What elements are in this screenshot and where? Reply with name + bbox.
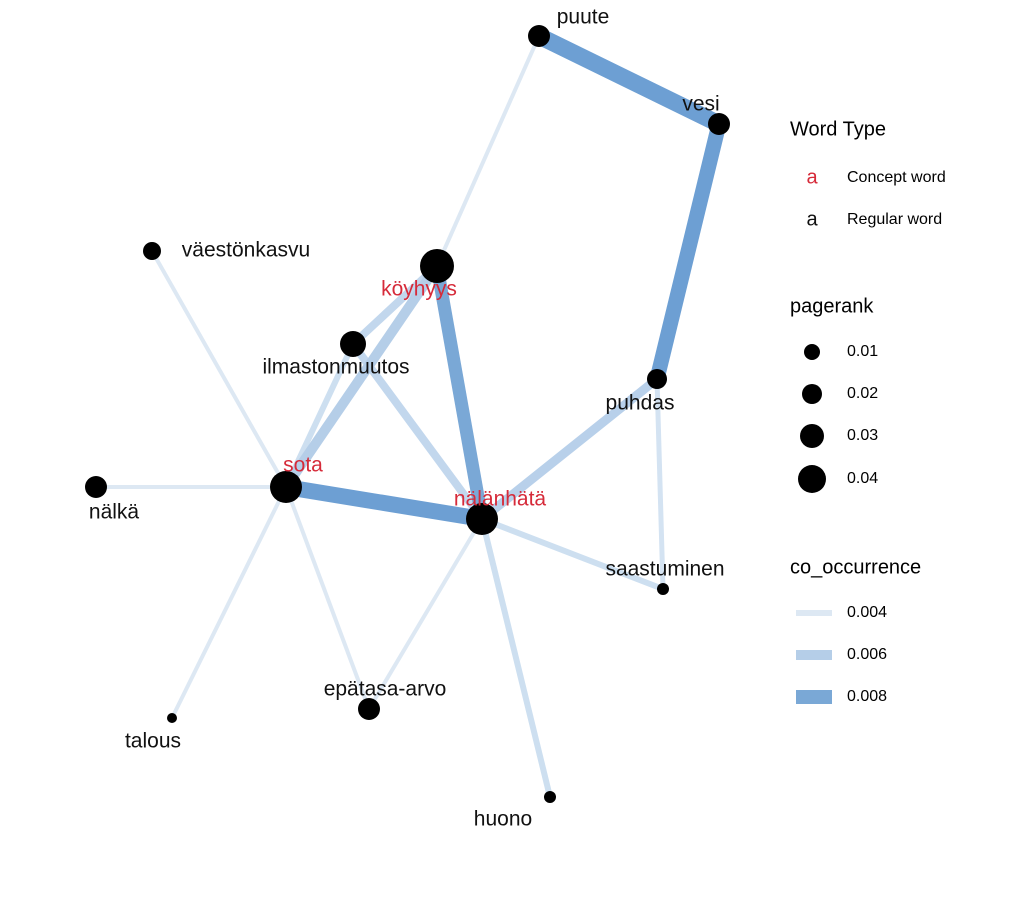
edge (435, 35, 541, 267)
legend-title: co_occurrence (790, 556, 921, 578)
legend-title: pagerank (790, 295, 874, 317)
legend-label: 0.006 (847, 646, 887, 663)
node-label: talous (125, 730, 181, 753)
legend-label: Concept word (847, 169, 946, 186)
edge (349, 341, 486, 522)
node (708, 113, 730, 135)
node-label: väestönkasvu (182, 239, 310, 262)
node (340, 331, 366, 357)
edge (284, 479, 484, 527)
node-label: nälkä (89, 501, 140, 524)
node (85, 476, 107, 498)
edge (535, 28, 723, 132)
legend-key (796, 690, 832, 704)
legend-label: 0.008 (847, 688, 887, 705)
legend-label: 0.01 (847, 343, 878, 360)
legend-key (798, 465, 826, 493)
edge (367, 517, 484, 711)
legend-key (802, 384, 822, 404)
node-label: ilmastonmuutos (262, 356, 409, 379)
node (544, 791, 556, 803)
legend-label: 0.03 (847, 427, 878, 444)
edge (170, 486, 288, 719)
legend-label: 0.04 (847, 470, 878, 487)
edge (649, 122, 727, 381)
legend: Word Type a Concept word a Regular word … (790, 118, 946, 705)
edge (479, 518, 553, 798)
legend-symbol: a (806, 166, 818, 188)
node (528, 25, 550, 47)
legend-label: 0.004 (847, 604, 887, 621)
edge (281, 263, 442, 490)
node-label: sota (283, 454, 323, 477)
node-label: huono (474, 808, 532, 831)
node (420, 249, 454, 283)
edge (284, 486, 371, 710)
node (143, 242, 161, 260)
legend-key (796, 610, 832, 616)
node (358, 698, 380, 720)
node (270, 471, 302, 503)
legend-key (804, 344, 820, 360)
node (657, 583, 669, 595)
edge (480, 516, 665, 592)
node-label: köyhyys (381, 278, 457, 301)
legend-symbol: a (806, 208, 818, 230)
node-label: puute (557, 6, 610, 29)
legend-key (796, 650, 832, 660)
node-label: vesi (682, 93, 719, 116)
legend-key (800, 424, 824, 448)
legend-title: Word Type (790, 118, 886, 140)
edge (430, 264, 489, 521)
node-label: epätasa-arvo (324, 678, 447, 701)
edge (654, 378, 666, 590)
node-label: puhdas (606, 392, 675, 415)
legend-label: Regular word (847, 211, 942, 228)
node (167, 713, 177, 723)
node-label: saastuminen (605, 558, 724, 581)
edges (96, 28, 727, 798)
legend-label: 0.02 (847, 385, 878, 402)
edge (150, 250, 288, 488)
nodes (85, 25, 730, 803)
node (647, 369, 667, 389)
node-label: nälänhätä (454, 488, 547, 511)
edge (479, 375, 660, 523)
node (466, 503, 498, 535)
node-labels: puute vesi väestönkasvu köyhyys ilmaston… (89, 6, 725, 831)
